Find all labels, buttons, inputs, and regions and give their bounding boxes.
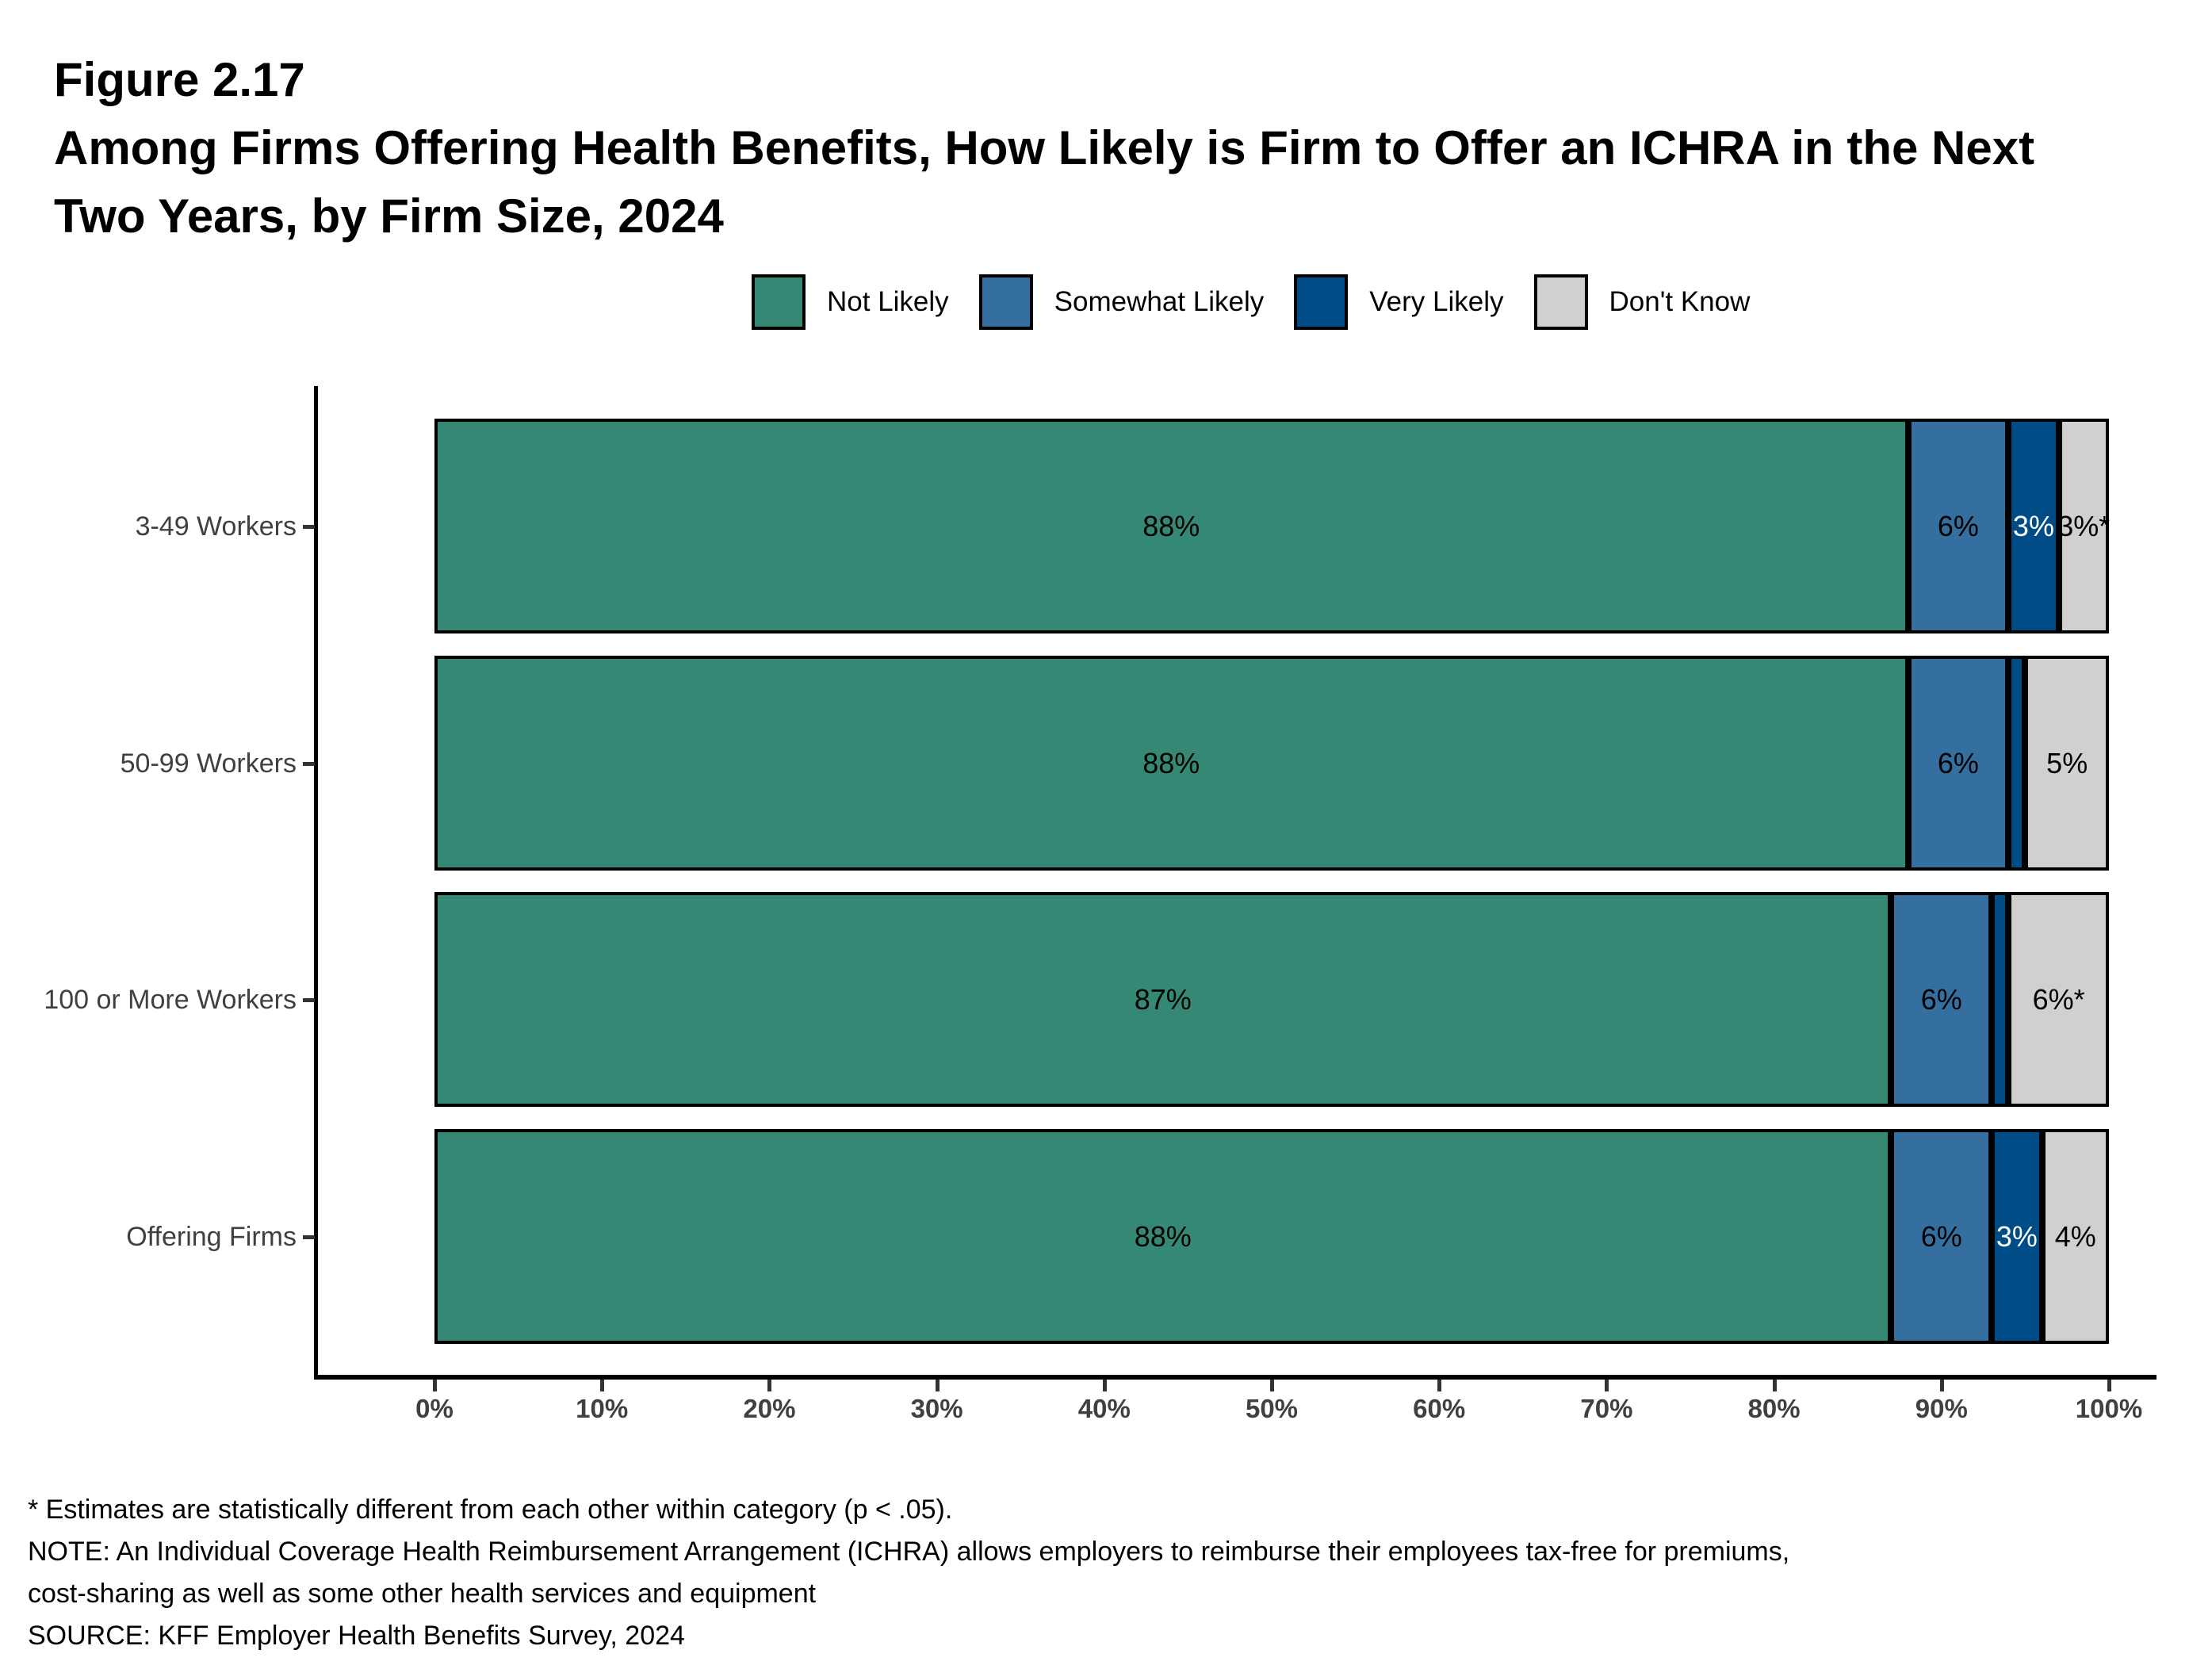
x-axis-tick [1605, 1380, 1609, 1391]
bar-segment [2008, 656, 2026, 871]
bar-segment: 4% [2042, 1129, 2109, 1344]
figure-number: Figure 2.17 [54, 53, 305, 106]
bar-segment: 3%* [2057, 419, 2111, 633]
figure-title-line1: Among Firms Offering Health Benefits, Ho… [54, 121, 2035, 174]
x-axis-tick-label: 90% [1915, 1394, 1968, 1423]
x-axis-tick-label: 100% [2075, 1394, 2143, 1423]
bar-segment: 6% [1891, 1129, 1992, 1344]
legend-item-1: Somewhat Likely [978, 274, 1265, 330]
bar-segment: 6%* [2008, 892, 2109, 1107]
legend-item-0: Not Likely [752, 274, 949, 330]
y-axis-category-label: 100 or More Workers [44, 984, 297, 1015]
x-axis-tick-label: 30% [910, 1394, 963, 1423]
x-axis-tick [767, 1380, 772, 1391]
x-axis-tick-label: 10% [576, 1394, 629, 1423]
x-axis-tick [2107, 1380, 2111, 1391]
x-axis-tick-label: 80% [1747, 1394, 1801, 1423]
x-axis-tick [1270, 1380, 1274, 1391]
bar-segment-value-label: 88% [1142, 746, 1200, 779]
legend-label: Don't Know [1609, 286, 1751, 317]
footnote-asterisk: * Estimates are statistically different … [28, 1495, 953, 1525]
legend-swatch-icon [978, 274, 1033, 330]
bar-segment: 5% [2025, 656, 2109, 871]
bar-segment-value-label: 6% [1920, 982, 1962, 1016]
y-axis-category-label: 3-49 Workers [135, 511, 297, 542]
x-axis-tick [1102, 1380, 1107, 1391]
legend-item-2: Very Likely [1294, 274, 1504, 330]
bar-segment-value-label: 5% [2046, 746, 2088, 779]
bar-segment-value-label: 3% [1996, 1219, 2038, 1253]
bar-segment: 88% [434, 656, 1908, 871]
y-axis-tick [303, 1234, 315, 1239]
x-axis-tick [600, 1380, 605, 1391]
footnote-source: SOURCE: KFF Employer Health Benefits Sur… [28, 1621, 685, 1651]
figure-title-line2: Two Years, by Firm Size, 2024 [54, 189, 724, 243]
bar-segment-value-label: 4% [2054, 1219, 2096, 1253]
figure-title-block: Figure 2.17 Among Firms Offering Health … [54, 46, 2034, 251]
x-axis-tick [1939, 1380, 1944, 1391]
legend-swatch-icon [1533, 274, 1588, 330]
bar-segment: 6% [1908, 656, 2009, 871]
x-axis-tick [1437, 1380, 1442, 1391]
y-axis-category-label: Offering Firms [126, 1221, 297, 1252]
bar-segment: 3% [1992, 1129, 2042, 1344]
bar-segment-value-label: 6% [1937, 509, 1979, 542]
bar-segment-value-label: 88% [1142, 509, 1200, 542]
bar-segment-value-label: 87% [1134, 982, 1192, 1016]
bar-segment-value-label: 6% [1937, 746, 1979, 779]
x-axis-tick [935, 1380, 940, 1391]
footnote-note-2: cost-sharing as well as some other healt… [28, 1579, 817, 1609]
bar-segment-value-label: 3%* [2057, 509, 2111, 542]
legend-item-3: Don't Know [1533, 274, 1751, 330]
legend-label: Very Likely [1369, 286, 1504, 317]
legend-label: Somewhat Likely [1054, 286, 1265, 317]
bar-segment: 6% [1891, 892, 1992, 1107]
y-axis-tick [303, 524, 315, 529]
x-axis-tick-label: 0% [415, 1394, 453, 1423]
bar-segment: 3% [2008, 419, 2059, 633]
x-axis-tick-label: 20% [743, 1394, 796, 1423]
bar-segment-value-label: 6% [1920, 1219, 1962, 1253]
bar-segment-value-label: 3% [2012, 509, 2054, 542]
bar-segment: 88% [434, 1129, 1892, 1344]
legend-label: Not Likely [827, 286, 949, 317]
x-axis-tick-label: 60% [1413, 1394, 1466, 1423]
x-axis-line [314, 1375, 2157, 1380]
x-axis-tick [433, 1380, 437, 1391]
bar-segment: 87% [434, 892, 1892, 1107]
x-axis-tick-label: 40% [1077, 1394, 1131, 1423]
y-axis-line [314, 386, 318, 1377]
footnote-note-1: NOTE: An Individual Coverage Health Reim… [28, 1537, 1790, 1567]
chart-legend: Not Likely Somewhat Likely Very Likely Don'… [752, 274, 1780, 330]
bar-segment-value-label: 6%* [2032, 982, 2085, 1016]
bar-segment: 6% [1908, 419, 2009, 633]
x-axis-tick [1772, 1380, 1777, 1391]
bar-segment [1992, 892, 2009, 1107]
legend-swatch-icon [1294, 274, 1349, 330]
x-axis-tick-label: 50% [1245, 1394, 1299, 1423]
y-axis-tick [303, 997, 315, 1002]
x-axis-tick-label: 70% [1580, 1394, 1633, 1423]
legend-swatch-icon [752, 274, 806, 330]
bar-segment: 88% [434, 419, 1908, 633]
chart-footnotes: * Estimates are statistically different … [28, 1489, 1789, 1657]
y-axis-tick [303, 761, 315, 766]
bar-segment-value-label: 88% [1134, 1219, 1192, 1253]
y-axis-category-label: 50-99 Workers [120, 748, 297, 779]
